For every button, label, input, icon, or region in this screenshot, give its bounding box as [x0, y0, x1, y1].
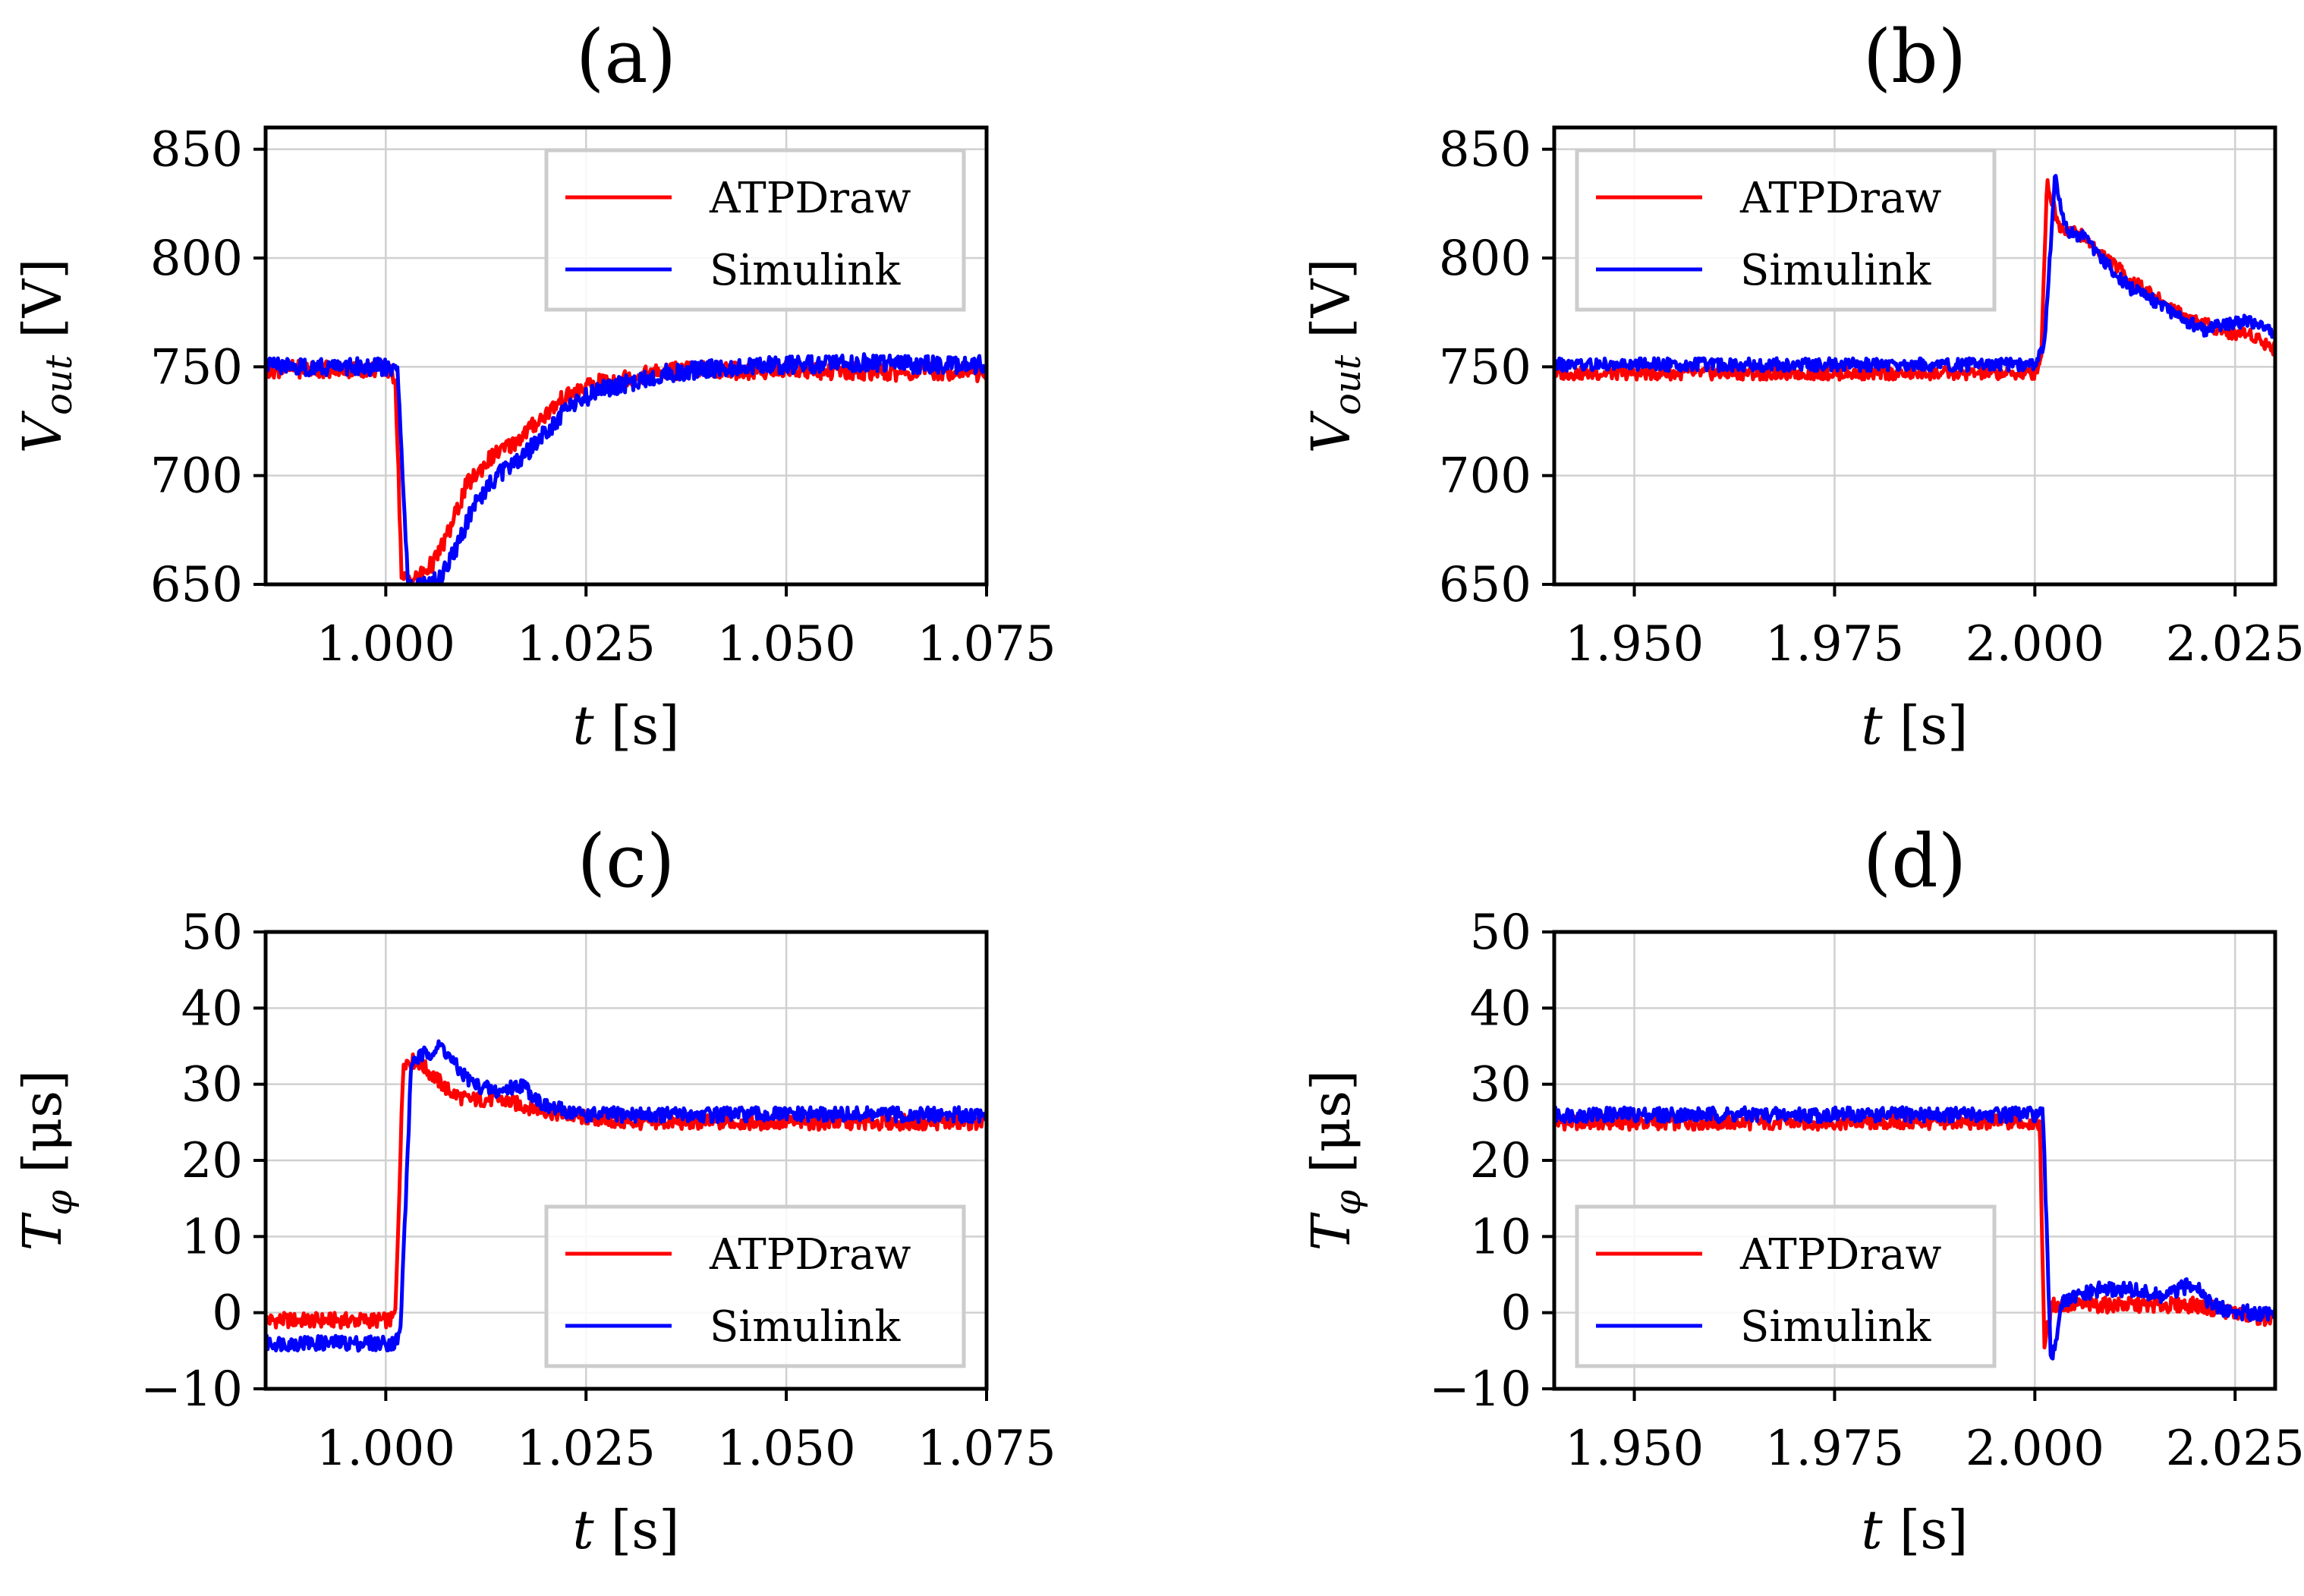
series-line-atpdraw — [266, 358, 987, 584]
series-line-simulink — [1554, 174, 2275, 373]
y-tick-label: 0 — [1500, 1286, 1531, 1342]
y-tick-label: 10 — [181, 1209, 243, 1265]
series-group — [1554, 174, 2275, 382]
panel-d: 1.950 1.975 2.000 2.025 −10 0 10 20 30 40 50 (d) t [… — [1300, 819, 2304, 1561]
chart-title: (c) — [578, 819, 675, 904]
legend-box — [1575, 1204, 1997, 1368]
series-group — [266, 1039, 987, 1353]
y-tick-label: 650 — [150, 557, 243, 613]
y-tick-label: 40 — [1470, 981, 1531, 1037]
legend: ATPDraw Simulink — [544, 148, 966, 312]
legend-box — [544, 148, 966, 312]
y-axis-label: Tφ [μs] — [1300, 1070, 1369, 1251]
y-tick-label: 750 — [150, 339, 243, 395]
legend-label-simulink: Simulink — [710, 246, 901, 295]
x-tick-label: 1.975 — [1765, 616, 1904, 672]
series-line-simulink — [266, 1039, 987, 1353]
y-tick-label: 20 — [181, 1133, 243, 1189]
panel-b: 1.950 1.975 2.000 2.025 650 700 750 800 850 (b) t … — [1300, 14, 2304, 757]
panel-a: 1.000 1.025 1.050 1.075 650 700 750 800 850 (a) t … — [11, 14, 1056, 757]
x-axis-label: t [s] — [1862, 1499, 1969, 1561]
y-tick-label: 50 — [1470, 905, 1531, 961]
series-group — [1554, 1105, 2275, 1361]
y-tick-label: 700 — [150, 449, 243, 505]
y-tick-label: 50 — [181, 905, 243, 961]
y-tick-label: −10 — [1429, 1361, 1531, 1418]
plot-frame — [1552, 125, 2277, 587]
legend-box — [544, 1204, 966, 1368]
x-tick-label: 1.975 — [1765, 1421, 1904, 1477]
series-line-atpdraw — [1554, 1113, 2275, 1350]
chart-title: (b) — [1863, 14, 1966, 99]
x-tick-label: 1.950 — [1565, 616, 1704, 672]
legend-label-atpdraw: ATPDraw — [709, 174, 911, 223]
y-tick-label: 40 — [181, 981, 243, 1037]
legend-label-simulink: Simulink — [1740, 1302, 1931, 1352]
series-line-simulink — [1554, 1105, 2275, 1361]
y-tick-label: 20 — [1470, 1133, 1531, 1189]
y-tick-label: 850 — [1439, 122, 1531, 178]
x-tick-label: 1.075 — [917, 1421, 1056, 1477]
legend-label-atpdraw: ATPDraw — [1739, 174, 1941, 223]
y-tick-label: 800 — [1439, 231, 1531, 287]
y-axis-label: Vout [V] — [1300, 258, 1369, 453]
x-tick-label: 1.025 — [517, 616, 656, 672]
y-tick-label: 700 — [1439, 449, 1531, 505]
x-tick-label: 2.025 — [2166, 1421, 2304, 1477]
legend-box — [1575, 148, 1997, 312]
y-tick-label: 850 — [150, 122, 243, 178]
legend-label-simulink: Simulink — [1740, 246, 1931, 295]
panel-c: 1.000 1.025 1.050 1.075 −10 0 10 20 30 40 50 (c) t [… — [11, 819, 1056, 1561]
series-group — [266, 352, 987, 584]
x-axis-label: t [s] — [573, 1499, 680, 1561]
x-tick-label: 1.050 — [717, 616, 856, 672]
x-tick-label: 1.950 — [1565, 1421, 1704, 1477]
chart-title: (a) — [576, 14, 676, 99]
legend-label-atpdraw: ATPDraw — [709, 1230, 911, 1280]
x-tick-label: 1.000 — [316, 616, 455, 672]
series-line-simulink — [266, 352, 987, 584]
legend-label-atpdraw: ATPDraw — [1739, 1230, 1941, 1280]
y-tick-label: 800 — [150, 231, 243, 287]
y-tick-label: 30 — [1470, 1057, 1531, 1113]
y-tick-label: −10 — [140, 1361, 243, 1418]
x-tick-label: 1.075 — [917, 616, 1056, 672]
x-axis-label: t [s] — [1862, 694, 1969, 757]
legend: ATPDraw Simulink — [1575, 1204, 1997, 1368]
x-tick-label: 1.025 — [517, 1421, 656, 1477]
y-axis-label: Tφ [μs] — [11, 1070, 80, 1251]
y-tick-label: 30 — [181, 1057, 243, 1113]
legend: ATPDraw Simulink — [1575, 148, 1997, 312]
x-tick-label: 2.000 — [1966, 1421, 2104, 1477]
x-tick-label: 2.000 — [1966, 616, 2104, 672]
legend: ATPDraw Simulink — [544, 1204, 966, 1368]
x-tick-label: 2.025 — [2166, 616, 2304, 672]
y-tick-label: 750 — [1439, 339, 1531, 395]
x-tick-label: 1.000 — [316, 1421, 455, 1477]
plot-frame — [263, 125, 989, 587]
x-tick-label: 1.050 — [717, 1421, 856, 1477]
chart-title: (d) — [1863, 819, 1966, 904]
y-axis-label: Vout [V] — [11, 258, 80, 453]
legend-label-simulink: Simulink — [710, 1302, 901, 1352]
x-axis-label: t [s] — [573, 694, 680, 757]
y-tick-label: 10 — [1470, 1209, 1531, 1265]
y-tick-label: 650 — [1439, 557, 1531, 613]
y-tick-label: 0 — [212, 1286, 243, 1342]
